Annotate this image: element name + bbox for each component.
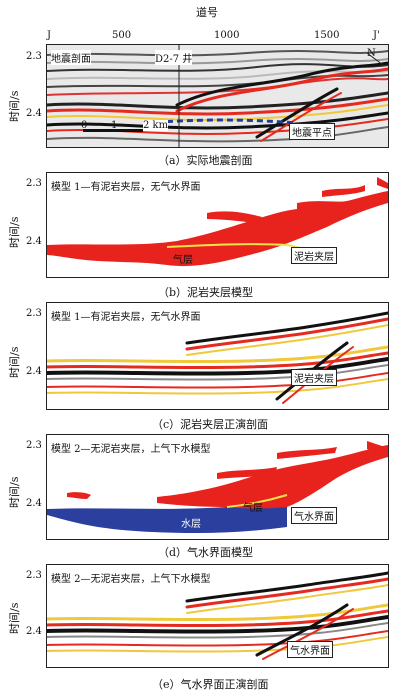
panel-c-mudstone-forward: 模型 1—有泥岩夹层，无气水界面 泥岩夹层: [46, 302, 389, 410]
scale-label: 2 km: [143, 120, 169, 131]
x-tick-1500: 1500: [314, 30, 340, 41]
y-tick-e-1: 2.3: [26, 570, 42, 581]
seismic-section-a: [47, 45, 388, 147]
water-layer-shape: [47, 495, 287, 533]
gas-label-d: 气层: [243, 503, 263, 514]
panel-d-gwc-model: 模型 2—无泥岩夹层，上气下水模型 水层 气层 气水界面: [46, 434, 389, 540]
gwc-label-d: 气水界面: [291, 507, 337, 524]
y-tick-a-1: 2.3: [26, 51, 42, 62]
gas-layer-shape: [47, 191, 388, 267]
y-tick-d-2: 2.4: [26, 498, 42, 509]
gas-label-b: 气层: [173, 255, 193, 266]
gas-layer-d-shape: [157, 445, 388, 509]
y-tick-c-1: 2.3: [26, 308, 42, 319]
mudstone-label-c: 泥岩夹层: [291, 369, 337, 386]
x-tick-1000: 1000: [214, 30, 240, 41]
panel-e-gwc-forward: 模型 2—无泥岩夹层，上气下水模型 气水界面: [46, 564, 389, 668]
panel-b-model-label: 模型 1—有泥岩夹层，无气水界面: [51, 178, 201, 193]
panel-d-model-label: 模型 2—无泥岩夹层，上气下水模型: [51, 440, 211, 455]
panel-e-model-label: 模型 2—无泥岩夹层，上气下水模型: [51, 570, 211, 585]
y-axis-label-b: 时间/s: [8, 216, 21, 248]
caption-b: （b）泥岩夹层模型: [158, 286, 254, 299]
x-tick-500: 500: [112, 30, 132, 41]
y-axis-label-d: 时间/s: [8, 476, 21, 508]
y-axis-label-e: 时间/s: [8, 602, 21, 634]
scale-bar: [83, 129, 143, 132]
north-label: N: [367, 48, 376, 59]
caption-d: （d）气水界面模型: [158, 546, 254, 559]
panel-c-model-label: 模型 1—有泥岩夹层，无气水界面: [51, 308, 201, 323]
y-tick-e-2: 2.4: [26, 626, 42, 637]
x-right-marker: J': [373, 30, 380, 41]
panel-a-section-label: 地震剖面: [51, 50, 91, 65]
x-axis-title: 道号: [196, 6, 218, 19]
water-label-d: 水层: [181, 519, 201, 530]
y-tick-a-2: 2.4: [26, 108, 42, 119]
scale-zero-label: 0: [81, 120, 88, 131]
well-label: D2-7 井: [155, 50, 193, 65]
y-tick-c-2: 2.4: [26, 366, 42, 377]
y-axis-label-a: 时间/s: [8, 90, 21, 122]
y-tick-d-1: 2.3: [26, 440, 42, 451]
y-tick-b-2: 2.4: [26, 236, 42, 247]
scale-one-label: 1: [111, 120, 118, 131]
panel-b-mudstone-model: 模型 1—有泥岩夹层，无气水界面 气层 泥岩夹层: [46, 172, 389, 278]
caption-c: （c）泥岩夹层正演剖面: [152, 418, 269, 431]
y-tick-b-1: 2.3: [26, 178, 42, 189]
y-axis-label-c: 时间/s: [8, 346, 21, 378]
flat-spot-label: 地震平点: [289, 123, 335, 140]
flat-spot-line: [146, 118, 298, 125]
gwc-label-e: 气水界面: [287, 641, 333, 658]
caption-e: （e）气水界面正演剖面: [152, 678, 269, 691]
panel-a-seismic: 地震剖面 D2-7 井 N 0 1 2 km 地震平点: [46, 44, 389, 148]
caption-a: （a）实际地震剖面: [158, 154, 253, 167]
mudstone-label-b: 泥岩夹层: [291, 247, 337, 264]
x-left-marker: J: [47, 30, 52, 41]
